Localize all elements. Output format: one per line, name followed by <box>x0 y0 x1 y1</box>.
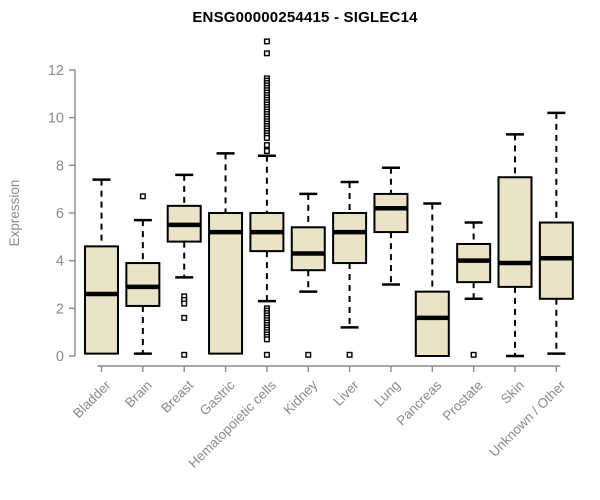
iqr-box <box>373 192 409 234</box>
x-tick-label-gastric: Gastric <box>197 377 238 418</box>
outlier-point <box>470 351 477 358</box>
y-tick-label: 6 <box>56 206 64 222</box>
outlier-point <box>139 193 146 200</box>
boxplot-pancreas <box>414 202 450 357</box>
y-tick-label: 12 <box>48 63 64 79</box>
iqr-box <box>456 242 492 284</box>
outlier-point <box>263 336 270 343</box>
x-tick-label-pancreas: Pancreas <box>393 377 444 428</box>
x-tick-label-breast: Breast <box>158 377 196 415</box>
boxplot-gastric <box>208 152 244 355</box>
outlier-point <box>263 38 270 45</box>
outlier-point <box>263 50 270 57</box>
outlier-point <box>181 300 188 307</box>
chart-title: ENSG00000254415 - SIGLEC14 <box>192 9 418 26</box>
x-tick-label-bladder: Bladder <box>70 377 114 421</box>
boxplot-lung <box>373 166 409 286</box>
y-tick-label: 10 <box>48 111 64 127</box>
boxplot-breast <box>166 173 202 358</box>
x-tick-label-prostate: Prostate <box>440 378 486 424</box>
y-axis-title: Expression <box>7 180 22 247</box>
outlier-point <box>305 351 312 358</box>
x-tick-label-kidney: Kidney <box>281 377 321 417</box>
x-tick-label-liver: Liver <box>330 377 362 409</box>
iqr-box <box>538 221 574 300</box>
outlier-point <box>263 148 270 155</box>
boxplot-bladder <box>84 178 119 355</box>
y-tick-label: 0 <box>56 349 64 365</box>
boxplot-skin <box>497 133 533 358</box>
outlier-point <box>181 314 188 321</box>
outlier-point <box>181 351 188 358</box>
x-tick-label-skin: Skin <box>498 378 527 407</box>
outlier-point <box>263 134 270 141</box>
outlier-point <box>263 142 270 149</box>
y-tick-label: 2 <box>56 301 64 317</box>
iqr-box <box>84 245 119 355</box>
iqr-box <box>497 176 533 288</box>
boxplot-hematopoietic-cells <box>249 38 285 358</box>
outlier-point <box>263 351 270 358</box>
iqr-box <box>332 212 368 265</box>
x-tick-label-brain: Brain <box>122 378 155 411</box>
y-tick-label: 4 <box>56 254 64 270</box>
iqr-box <box>290 226 326 272</box>
boxplot-brain <box>125 193 161 355</box>
boxplot-prostate <box>456 221 492 358</box>
boxplot-unknown-other <box>538 111 574 355</box>
x-tick-label-lung: Lung <box>371 378 403 410</box>
outlier-point <box>346 351 353 358</box>
y-axis: 0 2 4 6 8 10 12 Expression <box>7 63 76 365</box>
iqr-box <box>208 212 244 355</box>
boxplot-kidney <box>290 192 326 358</box>
iqr-box <box>125 262 161 307</box>
x-tick-label-unknown-other: Unknown / Other <box>486 377 569 460</box>
y-tick-label: 8 <box>56 158 64 174</box>
boxplot-liver <box>332 180 368 358</box>
iqr-box <box>414 290 450 357</box>
